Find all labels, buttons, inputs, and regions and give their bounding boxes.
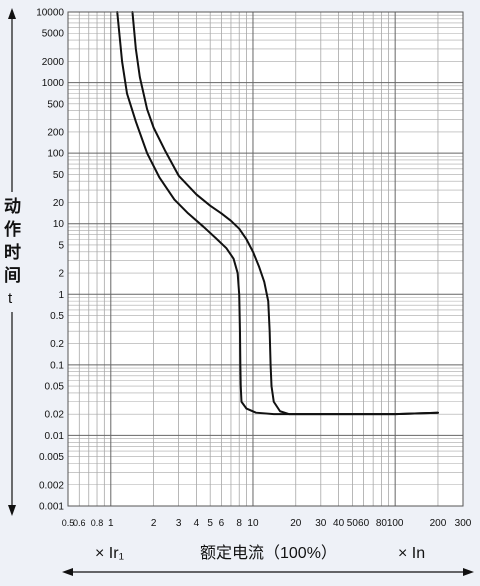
x-tick-label: 200 xyxy=(430,518,447,529)
x-tick-label: 0.5 xyxy=(62,518,75,528)
y-tick-label: 200 xyxy=(47,127,64,138)
x-tick-label: 60 xyxy=(358,518,370,529)
x-label-center: 额定电流（100%） xyxy=(200,544,337,562)
y-label-char-4: 间 xyxy=(4,265,21,286)
y-tick-label: 500 xyxy=(47,99,64,110)
x-tick-label: 50 xyxy=(347,518,359,529)
y-tick-label: 100 xyxy=(47,149,64,160)
y-tick-label: 10000 xyxy=(36,8,64,19)
x-tick-label: 8 xyxy=(236,518,242,529)
x-tick-label: 5 xyxy=(207,518,213,529)
x-axis-arrow-right xyxy=(463,568,474,576)
y-tick-label: 2 xyxy=(58,269,64,280)
x-tick-label: 300 xyxy=(455,518,472,529)
y-tick-label: 0.005 xyxy=(39,452,64,463)
y-tick-label: 0.5 xyxy=(50,311,64,322)
plot-border xyxy=(67,11,464,507)
x-tick-label: 10 xyxy=(247,518,259,529)
plot-area xyxy=(68,12,463,506)
y-axis-arrow-bottom xyxy=(8,505,16,516)
y-tick-label: 0.001 xyxy=(39,502,64,513)
y-tick-label: 50 xyxy=(53,170,65,181)
y-label-char-2: 作 xyxy=(4,219,21,240)
y-tick-label: 0.002 xyxy=(39,480,64,491)
x-axis-arrow-left xyxy=(62,568,73,576)
y-tick-label: 0.2 xyxy=(50,339,64,350)
x-tick-label: 30 xyxy=(315,518,327,529)
x-tick-label: 40 xyxy=(333,518,345,529)
y-tick-label: 1 xyxy=(58,290,64,301)
y-tick-label: 5000 xyxy=(42,29,65,40)
y-tick-label: 5 xyxy=(58,240,64,251)
x-tick-label: 6 xyxy=(219,518,225,529)
y-axis-arrow-top xyxy=(8,8,16,19)
y-tick-label: 20 xyxy=(53,198,65,209)
x-tick-label: 100 xyxy=(387,518,404,529)
x-label-right: × In xyxy=(398,545,425,562)
y-tick-label: 2000 xyxy=(42,57,65,68)
x-tick-label: 2 xyxy=(151,518,157,529)
y-label-backdrop xyxy=(3,192,23,312)
x-tick-label: 20 xyxy=(290,518,302,529)
y-tick-label: 10 xyxy=(53,219,65,230)
x-tick-label: 3 xyxy=(176,518,182,529)
trip-curve-2 xyxy=(131,11,439,416)
y-tick-label: 1000 xyxy=(42,78,65,89)
y-tick-label: 0.05 xyxy=(45,382,65,393)
curve-series xyxy=(116,11,439,416)
y-tick-label: 0.02 xyxy=(45,410,65,421)
y-label-char-3: 时 xyxy=(4,243,21,263)
x-tick-label: 0.6 xyxy=(73,518,86,528)
x-label-left: × Ir₁ xyxy=(95,545,124,562)
y-label-symbol: t xyxy=(8,290,13,307)
x-tick-labels: 0.50.6 0.8 1 2 3 4 5 6 8 10 20 30 40 50 60 80 100 200 300 xyxy=(62,518,472,529)
y-tick-label: 0.1 xyxy=(50,360,64,371)
x-tick-label: 1 xyxy=(108,518,114,529)
x-tick-label: 0.8 xyxy=(91,518,104,528)
x-tick-label: 4 xyxy=(194,518,200,529)
y-tick-label: 0.01 xyxy=(45,431,65,442)
y-tick-labels: 10000 5000 2000 1000 500 200 100 50 20 10 5 2 1 0.5 0.… xyxy=(36,8,64,513)
x-tick-label: 80 xyxy=(376,518,388,529)
y-label-char-1: 动 xyxy=(4,197,21,217)
trip-curve-1 xyxy=(116,11,439,416)
